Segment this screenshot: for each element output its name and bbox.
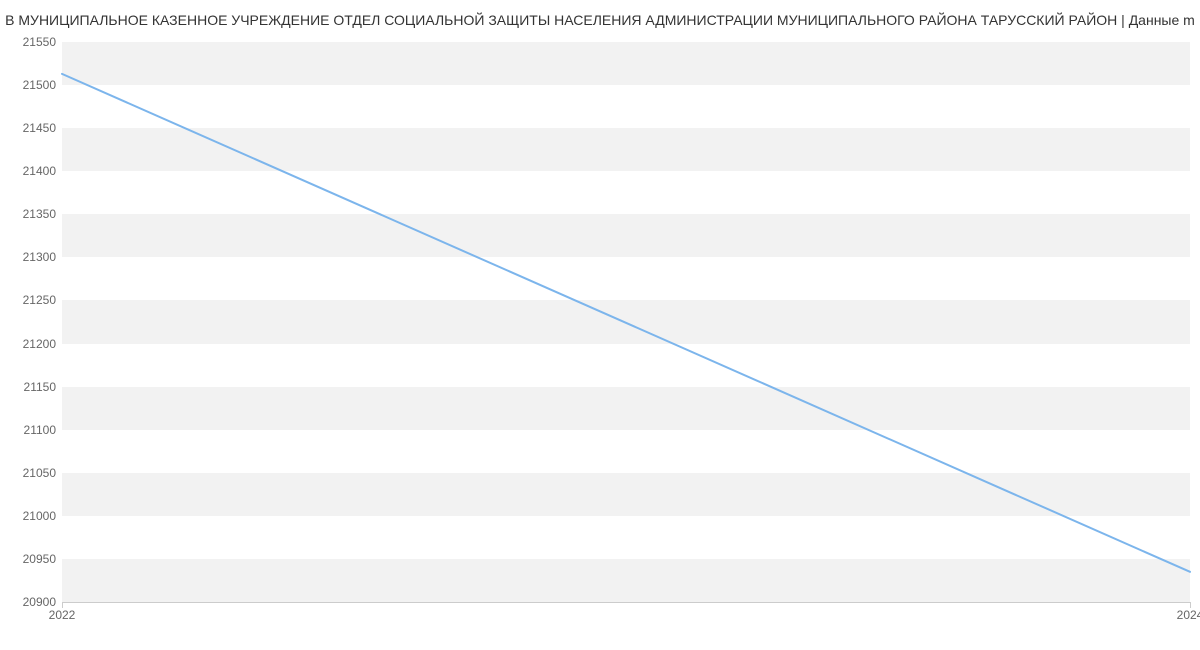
y-tick-label: 21450 [23, 121, 62, 135]
plot-area: 2090020950210002105021100211502120021250… [62, 42, 1190, 602]
x-axis-line [62, 602, 1190, 603]
series-line [62, 74, 1190, 572]
y-tick-label: 21100 [24, 423, 62, 437]
line-layer [62, 42, 1190, 602]
y-tick-label: 20950 [23, 552, 62, 566]
y-tick-label: 21500 [23, 78, 62, 92]
x-tick-label: 2024 [1177, 602, 1200, 622]
chart-title: В МУНИЦИПАЛЬНОЕ КАЗЕННОЕ УЧРЕЖДЕНИЕ ОТДЕ… [0, 12, 1200, 28]
y-tick-label: 21250 [23, 293, 62, 307]
x-tick-label: 2022 [49, 602, 76, 622]
chart-container: В МУНИЦИПАЛЬНОЕ КАЗЕННОЕ УЧРЕЖДЕНИЕ ОТДЕ… [0, 0, 1200, 650]
y-tick-label: 21550 [23, 35, 62, 49]
y-tick-label: 21200 [23, 337, 62, 351]
y-tick-label: 21350 [23, 207, 62, 221]
y-tick-label: 21050 [23, 466, 62, 480]
y-tick-label: 21300 [23, 250, 62, 264]
y-tick-label: 21150 [24, 380, 62, 394]
y-tick-label: 21400 [23, 164, 62, 178]
y-tick-label: 21000 [23, 509, 62, 523]
